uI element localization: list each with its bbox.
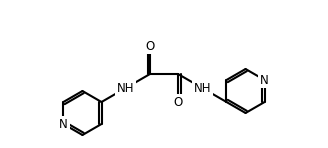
Text: N: N bbox=[59, 118, 68, 131]
Text: NH: NH bbox=[117, 82, 134, 95]
Text: NH: NH bbox=[194, 82, 211, 95]
Text: N: N bbox=[260, 74, 269, 86]
Text: O: O bbox=[174, 95, 183, 108]
Text: O: O bbox=[145, 40, 154, 53]
